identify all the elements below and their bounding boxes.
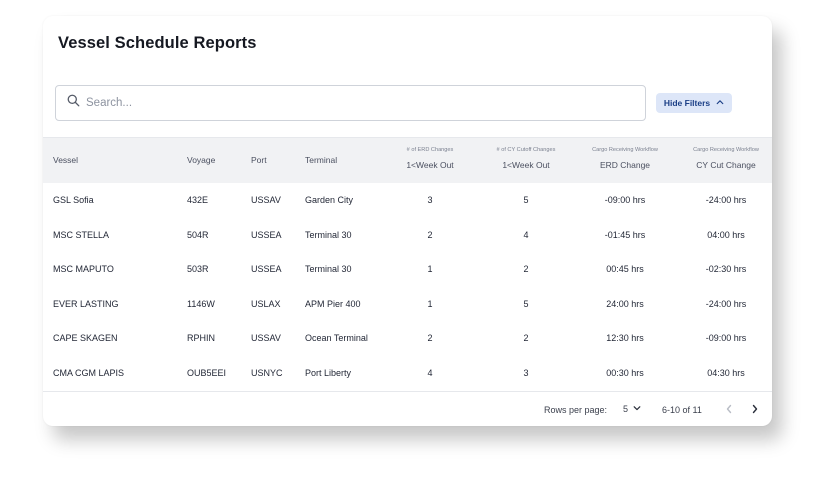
cell-erd-changes: 1 [427,264,433,274]
next-page-button[interactable] [749,403,761,417]
cell-terminal: Port Liberty [305,367,352,378]
header-vessel[interactable]: Vessel [53,155,79,165]
table-row[interactable]: MSC MAPUTO 503R USSEA Terminal 30 1 2 00… [43,252,772,287]
previous-page-button[interactable] [723,403,735,417]
table-row[interactable]: CMA CGM LAPIS OUB5EEI USNYC Port Liberty… [43,356,772,391]
cell-cy-changes: 5 [523,298,529,309]
cell-port: USSAV [251,195,281,205]
table-row[interactable]: EVER LASTING 1146W USLAX APM Pier 400 1 … [43,287,772,322]
header-cy-changes[interactable]: # of CY Cutoff Changes 1<Week Out [481,147,571,170]
cell-erd-changes: 2 [427,333,433,343]
header-cy-changes-label: 1<Week Out [502,160,550,170]
page-title: Vessel Schedule Reports [58,34,257,52]
cell-vessel: CAPE SKAGEN [53,333,118,343]
cell-port: USLAX [251,298,281,309]
cell-cy-changes: 3 [523,367,529,378]
cell-port: USSEA [251,264,282,274]
cell-voyage: 503R [187,264,209,274]
header-erd-change[interactable]: Cargo Receiving Workflow ERD Change [579,147,671,170]
cell-erd-changes: 2 [427,229,433,240]
cell-vessel: EVER LASTING [53,298,119,309]
cell-terminal: Garden City [305,195,354,205]
rows-per-page-value: 5 [623,404,629,414]
cell-erd-changes: 3 [427,195,433,205]
search-icon [67,94,80,112]
cell-vessel: MSC STELLA [53,229,110,240]
cell-cy-cut-change: 04:00 hrs [707,229,745,240]
cell-terminal: Terminal 30 [305,264,352,274]
search-box[interactable] [55,85,646,121]
cell-cy-changes: 5 [523,195,529,205]
cell-erd-changes: 1 [427,298,433,309]
report-card: Vessel Schedule Reports Hide Filters Ves… [43,16,772,426]
cell-erd-change: 00:30 hrs [606,367,644,378]
header-erd-change-group: Cargo Receiving Workflow [592,147,658,153]
header-erd-changes-group: # of ERD Changes [406,147,454,153]
search-input[interactable] [86,97,606,109]
cell-erd-change: 24:00 hrs [606,298,644,309]
cell-erd-change: 00:45 hrs [606,264,644,274]
cell-voyage: 432E [187,195,209,205]
cell-erd-change: -01:45 hrs [604,229,646,240]
header-cy-changes-group: # of CY Cutoff Changes [496,147,556,153]
table-row[interactable]: GSL Sofia 432E USSAV Garden City 3 5 -09… [43,183,772,218]
cell-port: USNYC [251,367,283,378]
page-range: 6-10 of 11 [662,405,702,415]
pagination-bar: Rows per page: 5 6-10 of 11 [43,391,772,426]
cell-terminal: APM Pier 400 [305,298,361,309]
cell-vessel: MSC MAPUTO [53,264,114,274]
cell-erd-change: -09:00 hrs [604,195,646,205]
chevron-down-icon [633,404,641,414]
cell-port: USSEA [251,229,282,240]
cell-terminal: Ocean Terminal [305,333,368,343]
cell-voyage: 504R [187,229,209,240]
cell-cy-cut-change: 04:30 hrs [707,367,745,378]
header-erd-change-label: ERD Change [599,160,651,170]
header-port[interactable]: Port [251,155,267,165]
table-row[interactable]: MSC STELLA 504R USSEA Terminal 30 2 4 -0… [43,218,772,253]
cell-terminal: Terminal 30 [305,229,352,240]
cell-cy-cut-change: -24:00 hrs [705,298,747,309]
cell-port: USSAV [251,333,281,343]
cell-cy-cut-change: -24:00 hrs [705,195,747,205]
cell-erd-changes: 4 [427,367,433,378]
cell-voyage: OUB5EEI [187,367,227,378]
header-cy-cut-change-label: CY Cut Change [696,160,756,170]
cell-voyage: RPHIN [187,333,216,343]
header-voyage[interactable]: Voyage [187,155,216,165]
chevron-left-icon [725,404,733,416]
cell-vessel: CMA CGM LAPIS [53,367,125,378]
header-cy-cut-change-group: Cargo Receiving Workflow [693,147,759,153]
table-header: Vessel Voyage Port Terminal # of ERD Cha… [43,137,772,183]
table-row[interactable]: CAPE SKAGEN RPHIN USSAV Ocean Terminal 2… [43,321,772,356]
chevron-right-icon [751,404,759,416]
header-cy-cut-change[interactable]: Cargo Receiving Workflow CY Cut Change [681,147,771,170]
header-erd-changes[interactable]: # of ERD Changes 1<Week Out [385,147,475,170]
cell-cy-cut-change: -02:30 hrs [705,264,747,274]
cell-cy-cut-change: -09:00 hrs [705,333,747,343]
cell-erd-change: 12:30 hrs [606,333,644,343]
header-terminal[interactable]: Terminal [305,155,338,165]
rows-per-page-select[interactable]: 5 [623,404,641,414]
chevron-up-icon [716,98,724,108]
cell-cy-changes: 2 [523,333,529,343]
header-erd-changes-label: 1<Week Out [406,160,454,170]
cell-vessel: GSL Sofia [53,195,94,205]
cell-voyage: 1146W [187,298,215,309]
hide-filters-button[interactable]: Hide Filters [656,93,732,113]
rows-per-page-label: Rows per page: [544,405,608,415]
cell-cy-changes: 4 [523,229,529,240]
hide-filters-label: Hide Filters [663,98,711,108]
cell-cy-changes: 2 [523,264,529,274]
